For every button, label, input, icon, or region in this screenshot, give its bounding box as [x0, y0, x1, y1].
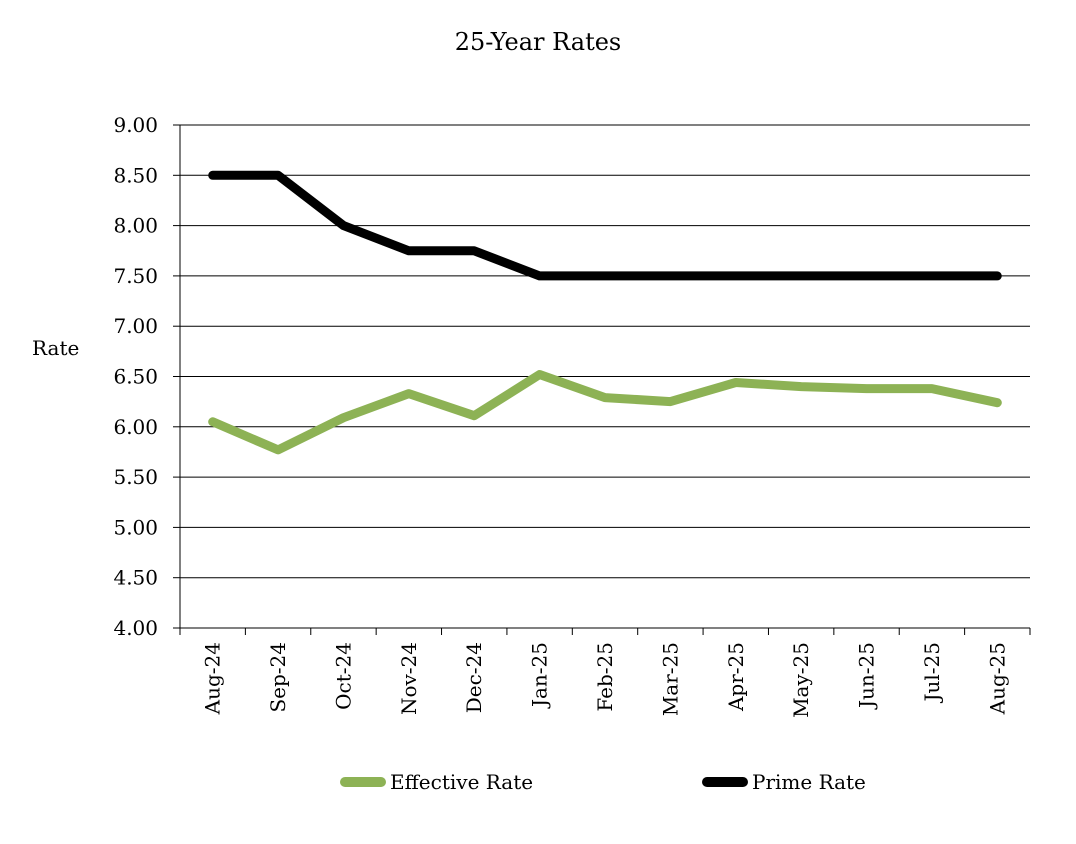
- y-tick-label: 5.50: [113, 465, 158, 489]
- x-tick-label: Mar-25: [658, 642, 682, 716]
- y-tick-label: 6.50: [113, 365, 158, 389]
- y-tick-label: 8.50: [113, 163, 158, 187]
- x-tick-label: Aug-25: [985, 642, 1009, 715]
- y-tick-label: 4.00: [113, 616, 158, 640]
- y-axis-label: Rate: [32, 336, 80, 360]
- legend-label-effective-rate: Effective Rate: [390, 770, 534, 794]
- y-tick-label: 9.00: [113, 113, 158, 137]
- y-tick-label: 5.00: [113, 515, 158, 539]
- y-tick-label: 7.50: [113, 264, 158, 288]
- x-tick-label: Dec-24: [462, 642, 486, 713]
- legend-label-prime-rate: Prime Rate: [752, 770, 866, 794]
- y-tick-label: 6.00: [113, 415, 158, 439]
- x-tick-label: Feb-25: [593, 642, 617, 712]
- y-tick-label: 7.00: [113, 314, 158, 338]
- x-tick-label: Jun-25: [855, 642, 879, 710]
- x-tick-label: Sep-24: [266, 642, 290, 713]
- x-tick-label: Jul-25: [920, 642, 944, 704]
- x-tick-label: Oct-24: [331, 642, 355, 710]
- x-tick-label: Aug-24: [201, 642, 225, 715]
- x-tick-label: Jan-25: [528, 642, 552, 709]
- x-tick-label: Nov-24: [397, 642, 421, 715]
- legend-swatch-prime-rate: [702, 777, 748, 787]
- y-tick-label: 8.00: [113, 214, 158, 238]
- legend-swatch-effective-rate: [340, 777, 386, 787]
- chart-title: 25-Year Rates: [454, 28, 622, 56]
- legend-item-effective-rate: Effective Rate: [340, 764, 533, 800]
- series-line-effective-rate: [208, 370, 1002, 455]
- x-tick-label: May-25: [789, 642, 813, 718]
- x-tick-label: Apr-25: [724, 642, 748, 712]
- legend: Effective Rate Prime Rate: [0, 764, 1076, 800]
- y-tick-label: 4.50: [113, 566, 158, 590]
- legend-item-prime-rate: Prime Rate: [702, 764, 866, 800]
